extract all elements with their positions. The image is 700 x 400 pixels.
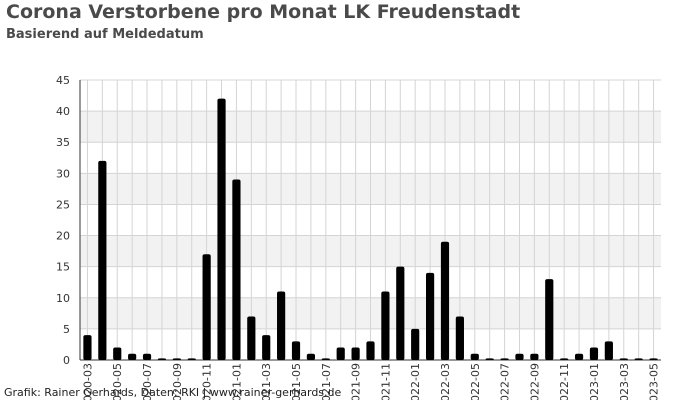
- x-tick-label: 2020-11: [201, 363, 214, 400]
- bar: [455, 316, 464, 360]
- bar: [277, 291, 286, 360]
- x-tick-label: 2020-05: [111, 363, 124, 400]
- x-tick-label: 2020-09: [171, 363, 184, 400]
- y-tick-label: 45: [56, 74, 70, 87]
- y-tick-label: 10: [56, 292, 70, 305]
- bar: [440, 241, 450, 360]
- x-tick-label: 2021-07: [320, 363, 333, 400]
- bar: [217, 98, 226, 361]
- bar: [396, 266, 405, 360]
- bar: [649, 358, 658, 360]
- y-tick-label: 20: [56, 230, 70, 243]
- bar: [157, 358, 167, 360]
- bar: [560, 358, 569, 360]
- bar: [306, 353, 316, 360]
- x-tick-label: 2020-07: [141, 363, 154, 400]
- bar: [247, 316, 256, 360]
- x-tick-label: 2022-07: [499, 363, 512, 400]
- credit-footer: Grafik: Rainer Gerhards, Daten: RKI | ww…: [4, 386, 342, 399]
- y-tick-label: 5: [63, 323, 70, 336]
- x-tick-label: 2021-09: [350, 363, 363, 400]
- bar: [589, 347, 599, 360]
- x-tick-label: 2021-05: [290, 363, 303, 400]
- bar: [232, 179, 241, 360]
- x-tick-label: 2023-05: [648, 363, 661, 400]
- x-tick-label: 2023-01: [588, 363, 601, 400]
- bar: [187, 358, 196, 360]
- bar: [530, 353, 539, 360]
- bar: [574, 353, 584, 360]
- bar: [619, 358, 628, 360]
- y-tick-label: 15: [56, 261, 70, 274]
- bar: [545, 279, 554, 360]
- bar: [351, 347, 360, 360]
- x-tick-label: 2021-01: [230, 363, 243, 400]
- bar: [336, 347, 345, 360]
- x-tick-label: 2023-03: [618, 363, 631, 400]
- x-tick-label: 2022-01: [409, 363, 422, 400]
- bar: [470, 353, 479, 360]
- bar: [291, 341, 301, 360]
- bar: [262, 335, 271, 360]
- bar: [172, 358, 181, 360]
- y-tick-label: 25: [56, 198, 70, 211]
- bar: [202, 254, 211, 360]
- x-tick-label: 2020-03: [81, 363, 94, 400]
- bar: [425, 272, 435, 360]
- x-tick-label: 2022-09: [528, 363, 541, 400]
- bar: [98, 160, 107, 360]
- x-tick-label: 2022-05: [469, 363, 482, 400]
- chart-title: Corona Verstorbene pro Monat LK Freudens…: [6, 1, 521, 23]
- bar: [515, 353, 524, 360]
- y-tick-label: 40: [56, 105, 70, 118]
- bar: [366, 341, 375, 360]
- y-tick-label: 30: [56, 167, 70, 180]
- bar: [128, 353, 137, 360]
- x-tick-label: 2022-03: [439, 363, 452, 400]
- x-tick-label: 2021-11: [379, 363, 392, 400]
- x-tick-label: 2021-03: [260, 363, 273, 400]
- bar: [321, 358, 330, 360]
- y-tick-label: 35: [56, 136, 70, 149]
- bar: [634, 358, 643, 360]
- bar: [411, 328, 420, 360]
- bar: [83, 335, 92, 360]
- bar: [113, 347, 122, 360]
- x-tick-label: 2022-11: [558, 363, 571, 400]
- bar: [500, 358, 509, 360]
- bar: [485, 358, 494, 360]
- y-tick-label: 0: [63, 354, 70, 367]
- chart-subtitle: Basierend auf Meldedatum: [6, 27, 204, 42]
- bar: [142, 353, 152, 360]
- bar: [604, 341, 613, 360]
- bar: [381, 291, 390, 360]
